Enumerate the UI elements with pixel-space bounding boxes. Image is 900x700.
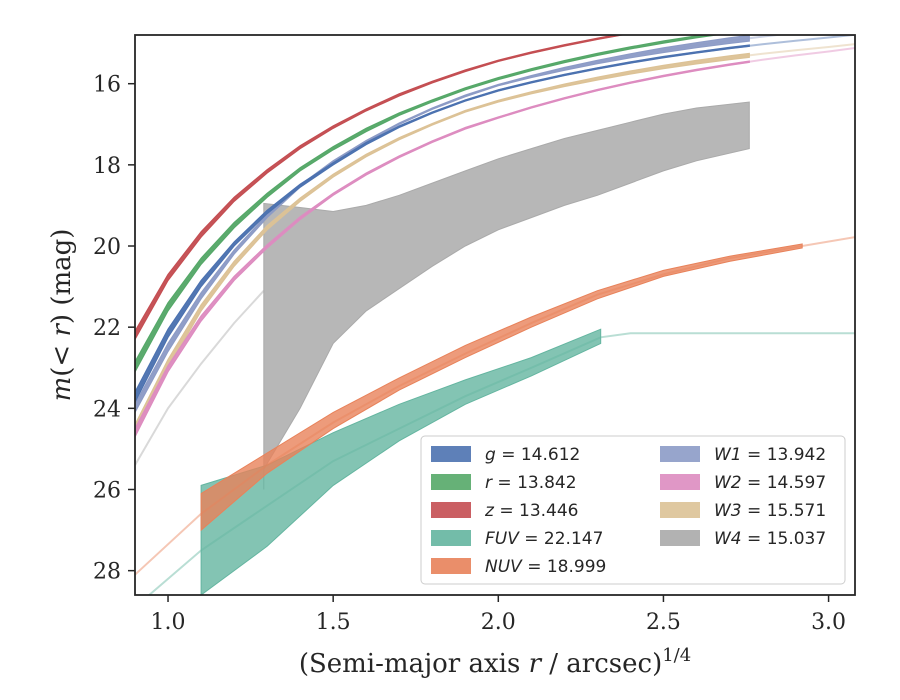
series-nuv-band <box>200 243 803 532</box>
x-tick-label: 2.0 <box>481 610 516 635</box>
legend-item-nuv: NUV = 18.999 <box>431 557 606 577</box>
series-w2-band <box>135 60 750 437</box>
legend-swatch <box>431 502 471 518</box>
series-w4-faded-line <box>135 290 265 466</box>
legend-label: W2 = 14.597 <box>714 473 826 493</box>
series-r <box>135 35 721 373</box>
y-tick-label: 26 <box>93 478 121 503</box>
x-tick-label: 2.5 <box>646 610 681 635</box>
legend-item-fuv: FUV = 22.147 <box>431 529 603 549</box>
series-g-band <box>135 44 750 403</box>
legend-item-w4: W4 = 15.037 <box>660 529 826 549</box>
legend-label: W3 = 15.571 <box>714 501 826 521</box>
plot-area <box>135 35 855 595</box>
legend-swatch <box>660 502 700 518</box>
legend-label: W1 = 13.942 <box>714 445 826 465</box>
y-tick-label: 20 <box>93 235 121 260</box>
legend-item-w2: W2 = 14.597 <box>660 473 826 493</box>
legend-label: W4 = 15.037 <box>714 529 826 549</box>
legend-item-r: r = 13.842 <box>431 473 577 493</box>
series-z-band <box>135 35 626 341</box>
legend-item-w3: W3 = 15.571 <box>660 501 826 521</box>
x-tick-label: 1.0 <box>151 610 186 635</box>
legend: g = 14.612 r = 13.842 z = 13.446 FUV = 22.1… <box>420 435 846 585</box>
y-axis-label: m(< r) (mag) <box>47 229 77 402</box>
y-tick-label: 22 <box>93 316 121 341</box>
y-tick-label: 24 <box>93 397 121 422</box>
legend-item-z: z = 13.446 <box>431 501 578 521</box>
series-w3 <box>135 43 855 437</box>
legend-swatch <box>660 446 700 462</box>
x-tick-label: 1.5 <box>316 610 351 635</box>
legend-label: z = 13.446 <box>484 501 578 521</box>
legend-item-g: g = 14.612 <box>431 445 580 465</box>
series-nuv <box>135 236 855 576</box>
legend-label: g = 14.612 <box>485 445 580 465</box>
series-w4-band <box>263 101 750 490</box>
x-tick-label: 3.0 <box>811 610 846 635</box>
legend-swatch <box>431 530 471 546</box>
legend-item-w1: W1 = 13.942 <box>660 445 826 465</box>
legend-swatch <box>431 558 471 574</box>
legend-swatch <box>431 446 471 462</box>
legend-swatch <box>660 530 700 546</box>
legend-label: FUV = 22.147 <box>485 529 603 549</box>
legend-label: NUV = 18.999 <box>485 557 606 577</box>
series-z <box>135 35 626 341</box>
y-tick-label: 16 <box>93 73 121 98</box>
series-g <box>135 35 855 403</box>
series-w4 <box>135 101 750 490</box>
y-tick-label: 28 <box>93 560 121 585</box>
series-r-band <box>135 35 721 373</box>
y-axis: 16 18 20 22 24 26 28 <box>93 73 135 585</box>
legend-label: r = 13.842 <box>485 473 577 493</box>
y-tick-label: 18 <box>93 154 121 179</box>
x-axis-label: (Semi-major axis r / arcsec)1/4 <box>299 645 691 679</box>
legend-swatch <box>431 474 471 490</box>
legend-box <box>420 435 846 585</box>
series-w3-band <box>135 52 750 437</box>
legend-swatch <box>660 474 700 490</box>
plot-frame <box>134 34 856 596</box>
series-w2 <box>135 47 855 437</box>
x-axis: 1.0 1.5 2.0 2.5 3.0 <box>151 595 846 635</box>
